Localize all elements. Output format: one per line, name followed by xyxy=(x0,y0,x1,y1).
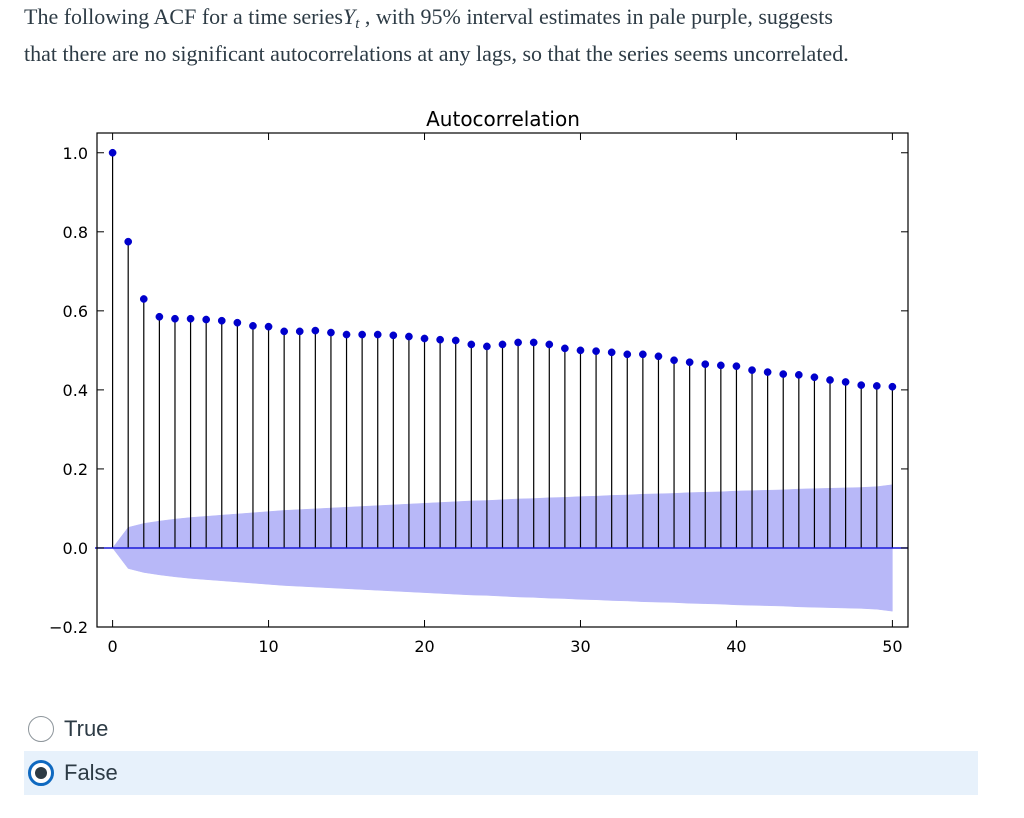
variable-symbol: Y xyxy=(342,4,356,29)
acf-point-lag-39 xyxy=(716,361,725,370)
acf-point-lag-27 xyxy=(529,338,538,347)
acf-point-lag-43 xyxy=(779,370,788,378)
acf-point-lag-28 xyxy=(545,340,554,349)
x-tick-label: 50 xyxy=(882,637,902,656)
acf-point-lag-23 xyxy=(467,340,476,349)
acf-point-lag-22 xyxy=(451,336,460,345)
acf-point-lag-45 xyxy=(810,373,819,382)
acf-point-lag-21 xyxy=(436,335,444,344)
x-tick-label: 30 xyxy=(570,637,590,656)
acf-point-lag-32 xyxy=(607,348,616,357)
answer-option-true[interactable]: True xyxy=(24,707,978,751)
acf-point-lag-41 xyxy=(748,366,756,374)
question-prefix: The following ACF for a time series xyxy=(24,4,343,29)
acf-point-lag-48 xyxy=(857,381,866,389)
x-tick-label: 40 xyxy=(726,637,746,656)
answer-label-true: True xyxy=(64,716,109,741)
radio-false[interactable] xyxy=(28,760,54,786)
y-tick-label: 0.4 xyxy=(63,381,88,400)
answer-options: True False xyxy=(24,707,978,795)
acf-point-lag-10 xyxy=(264,322,273,331)
answer-option-false[interactable]: False xyxy=(24,751,978,795)
question-text: The following ACF for a time seriesYt , … xyxy=(24,2,1004,69)
acf-point-lag-12 xyxy=(295,327,304,336)
acf-point-lag-8 xyxy=(233,318,242,327)
acf-point-lag-38 xyxy=(701,360,710,369)
acf-chart-svg: Autocorrelation −0.2 0.0 0.2 0.4 0.6 0.8 1.0 0 1… xyxy=(49,107,909,656)
question-suffix: , with 95% interval estimates in pale pu… xyxy=(359,4,833,29)
acf-point-lag-49 xyxy=(872,382,881,390)
acf-point-lag-15 xyxy=(342,330,351,339)
acf-point-lag-35 xyxy=(654,352,663,361)
acf-point-lag-29 xyxy=(561,344,569,353)
acf-chart: Autocorrelation −0.2 0.0 0.2 0.4 0.6 0.8 1.0 0 1… xyxy=(40,98,920,668)
answer-label-false: False xyxy=(64,760,118,785)
acf-point-lag-50 xyxy=(888,382,897,391)
acf-point-lag-16 xyxy=(358,330,366,339)
acf-point-lag-1 xyxy=(124,237,133,246)
variable-subscript: t xyxy=(355,16,360,32)
y-tick-label: 0.2 xyxy=(63,460,88,479)
acf-point-lag-7 xyxy=(217,316,226,325)
acf-point-lag-46 xyxy=(826,376,834,384)
acf-point-lag-26 xyxy=(514,338,522,347)
acf-point-lag-0 xyxy=(108,148,117,157)
plot-frame xyxy=(96,132,909,628)
x-tick-label: 10 xyxy=(258,637,278,656)
acf-point-lag-36 xyxy=(670,356,678,365)
acf-point-lag-24 xyxy=(483,342,491,351)
y-tick-label: 0.8 xyxy=(63,223,88,242)
acf-point-lag-6 xyxy=(202,315,211,324)
acf-point-lag-37 xyxy=(685,358,694,367)
acf-point-lag-3 xyxy=(155,312,164,321)
acf-point-lag-14 xyxy=(327,328,335,337)
acf-point-lag-40 xyxy=(732,362,741,371)
acf-point-lag-20 xyxy=(420,334,429,343)
acf-point-lag-47 xyxy=(841,378,850,386)
question-line-1: The following ACF for a time seriesYt , … xyxy=(24,2,1004,39)
acf-point-lag-11 xyxy=(280,327,289,336)
y-tick-label: 1.0 xyxy=(63,144,88,163)
acf-point-lag-44 xyxy=(794,371,803,379)
acf-point-lag-9 xyxy=(249,322,257,330)
acf-point-lag-17 xyxy=(373,330,382,339)
y-tick-label: 0.0 xyxy=(63,539,88,558)
acf-point-lag-19 xyxy=(405,332,413,341)
y-tick-label: 0.6 xyxy=(63,302,88,321)
radio-true[interactable] xyxy=(28,716,54,742)
acf-point-lag-42 xyxy=(763,368,772,376)
acf-point-lag-2 xyxy=(139,295,148,303)
acf-point-lag-18 xyxy=(389,331,398,340)
acf-point-lag-5 xyxy=(186,314,195,323)
chart-title: Autocorrelation xyxy=(426,107,580,131)
x-tick-label: 20 xyxy=(414,637,434,656)
question-line-2: that there are no significant autocorrel… xyxy=(24,41,849,66)
acf-point-lag-4 xyxy=(171,314,179,323)
acf-point-lag-30 xyxy=(576,346,585,355)
acf-point-lag-34 xyxy=(639,350,647,359)
acf-point-lag-33 xyxy=(623,350,632,359)
x-tick-label: 0 xyxy=(108,637,118,656)
y-tick-label: −0.2 xyxy=(49,618,88,637)
acf-point-lag-31 xyxy=(592,347,600,356)
acf-point-lag-13 xyxy=(311,326,320,335)
acf-point-lag-25 xyxy=(498,340,507,349)
